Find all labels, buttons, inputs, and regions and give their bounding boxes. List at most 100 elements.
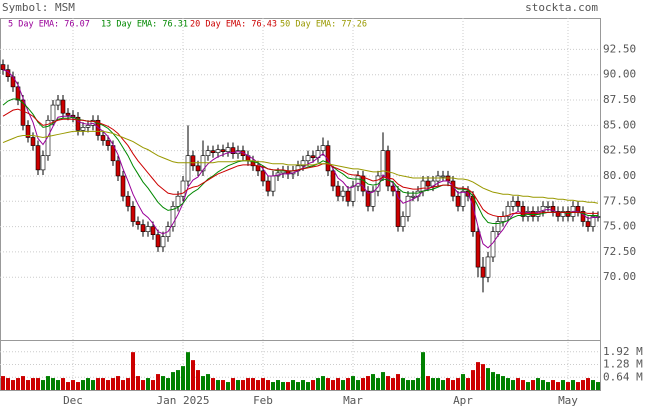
candle-body: [120, 175, 126, 197]
volume-bar: [551, 380, 555, 390]
volume-bar: [151, 380, 155, 390]
volume-bar: [111, 378, 115, 390]
candle-body: [130, 206, 136, 222]
volume-bar: [586, 378, 590, 390]
y-tick-label: 75.00: [603, 220, 636, 233]
y-tick-label: 92.50: [603, 42, 636, 55]
volume-bar: [226, 382, 230, 390]
candle-body: [460, 190, 466, 207]
volume-bar: [61, 378, 65, 390]
candle-body: [550, 206, 556, 212]
candle-body: [590, 216, 596, 227]
volume-bar: [336, 378, 340, 390]
candle-body: [145, 226, 151, 232]
candle-body: [20, 99, 26, 126]
candle-body: [185, 155, 191, 182]
candle-body: [340, 190, 346, 197]
volume-bar: [566, 382, 570, 390]
candle-body: [525, 211, 531, 217]
candle-body: [105, 140, 111, 146]
volume-bar: [511, 380, 515, 390]
frame: [0, 18, 601, 391]
volume-bar: [481, 364, 485, 390]
volume-bar: [401, 378, 405, 390]
volume-bar: [71, 380, 75, 390]
candle-body: [350, 185, 356, 202]
candle-body: [405, 195, 411, 217]
volume-bar: [231, 378, 235, 390]
volume-bar: [121, 380, 125, 390]
candle-body: [410, 195, 416, 198]
volume-bar: [476, 362, 480, 390]
volume-bar: [436, 378, 440, 390]
candle-body: [0, 64, 6, 70]
candle-body: [385, 150, 391, 187]
volume-bar: [596, 382, 600, 390]
volume-bar: [296, 382, 300, 390]
volume-bar: [256, 380, 260, 390]
candle-body: [210, 150, 216, 153]
candle-body: [330, 170, 336, 187]
chart-title: Symbol: MSM: [2, 1, 75, 14]
volume-bar: [486, 368, 490, 390]
candle-body: [370, 190, 376, 207]
candle-body: [220, 149, 226, 152]
candle-body: [380, 150, 386, 177]
volume-bar: [236, 380, 240, 390]
volume-bar: [396, 374, 400, 390]
volume-bar: [216, 380, 220, 390]
candle-body: [345, 190, 351, 202]
volume-bar: [76, 382, 80, 390]
candle-body: [440, 175, 446, 178]
volume-bar: [146, 378, 150, 390]
volume-bar: [456, 378, 460, 390]
volume-bar: [451, 380, 455, 390]
volume-bar: [466, 378, 470, 390]
candle-body: [585, 221, 591, 227]
volume-bar: [311, 380, 315, 390]
candle-body: [395, 190, 401, 227]
candle-body: [175, 195, 181, 207]
volume-bar: [441, 380, 445, 390]
candle-body: [505, 206, 511, 217]
candle-body: [60, 99, 66, 114]
candle-body: [80, 127, 86, 131]
candle-body: [560, 211, 566, 217]
volume-bar: [356, 380, 360, 390]
candle-body: [15, 86, 21, 101]
candle-body: [305, 155, 311, 162]
volume-bar: [106, 380, 110, 390]
candle-body: [150, 226, 156, 235]
candle-body: [65, 112, 71, 116]
candle-body: [135, 221, 141, 225]
legend-entry: 5 Day EMA: 76.07: [8, 20, 90, 30]
volume-tick-label: 1.92 M: [603, 345, 643, 358]
candle-body: [335, 185, 341, 197]
volume-bar: [361, 378, 365, 390]
volume-bar: [196, 370, 200, 390]
candle-body: [480, 266, 486, 278]
volume-bar: [386, 376, 390, 390]
volume-bar: [531, 380, 535, 390]
candle-body: [55, 99, 61, 106]
volume-bar: [326, 378, 330, 390]
candle-body: [215, 149, 221, 153]
y-tick-label: 70.00: [603, 270, 636, 283]
candle-body: [485, 256, 491, 278]
candle-body: [555, 211, 561, 217]
candle-body: [400, 216, 406, 227]
volume-bar: [536, 378, 540, 390]
volume-bar: [16, 378, 20, 390]
x-tick-label: Apr: [453, 394, 473, 406]
volume-bar: [141, 380, 145, 390]
candle-body: [510, 200, 516, 207]
volume-bar: [391, 378, 395, 390]
x-tick-label: Dec: [63, 394, 83, 406]
y-tick-label: 72.50: [603, 245, 636, 258]
source: stockta.com: [525, 1, 598, 14]
candle-body: [85, 125, 91, 128]
volume-tick-label: 0.64 M: [603, 370, 643, 383]
candle-body: [420, 180, 426, 192]
volume-bar: [206, 374, 210, 390]
volume-bar: [96, 378, 100, 390]
